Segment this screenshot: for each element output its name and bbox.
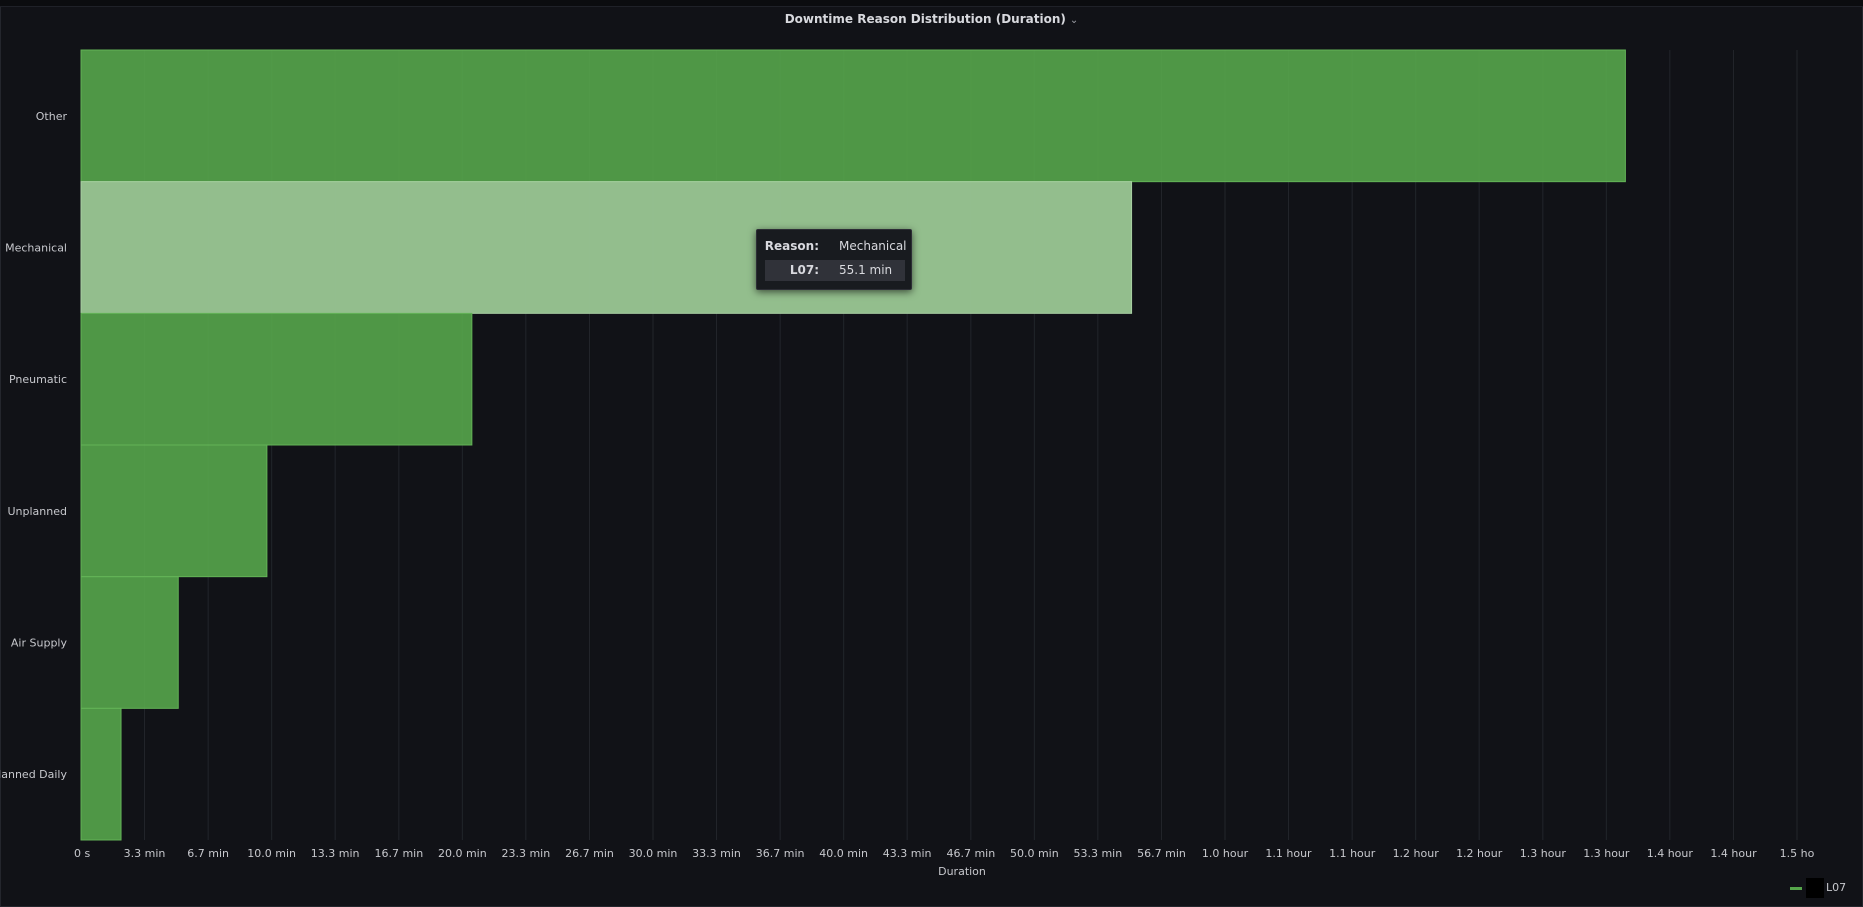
x-tick-labels: 0 s 3.3 min 6.7 min 10.0 min 13.3 min 16.7 mi… [74, 847, 1815, 860]
x-tick-label: 1.4 hour [1710, 847, 1757, 860]
x-tick-label: 6.7 min [187, 847, 229, 860]
x-tick-label: 30.0 min [629, 847, 678, 860]
x-tick-label: 46.7 min [946, 847, 995, 860]
legend-swatch [1790, 887, 1802, 890]
category-label: Pneumatic [9, 373, 67, 386]
bars [80, 49, 1626, 841]
x-tick-label: 53.3 min [1073, 847, 1122, 860]
x-tick-label: 1.3 hour [1583, 847, 1630, 860]
category-label: Mechanical [5, 242, 67, 255]
panel-title[interactable]: Downtime Reason Distribution (Duration) ⌄ [0, 12, 1863, 26]
x-tick-label: 1.5 ho [1780, 847, 1815, 860]
bar-planned-daily[interactable] [80, 707, 122, 841]
legend-color-box[interactable] [1806, 878, 1824, 898]
bar-other[interactable] [80, 49, 1626, 183]
tooltip-series-key: L07: [789, 263, 819, 277]
hover-tooltip: Reason: Mechanical L07: 55.1 min [756, 229, 912, 290]
x-tick-label: 1.3 hour [1520, 847, 1567, 860]
chevron-down-icon[interactable]: ⌄ [1069, 15, 1079, 26]
bar-mechanical[interactable] [80, 181, 1133, 314]
x-tick-label: 3.3 min [124, 847, 166, 860]
x-tick-label: 43.3 min [883, 847, 932, 860]
tooltip-series-value: 55.1 min [839, 263, 893, 277]
category-label: Air Supply [11, 637, 68, 650]
legend-label[interactable]: L07 [1826, 881, 1847, 894]
x-tick-label: 33.3 min [692, 847, 741, 860]
x-tick-label: 1.1 hour [1329, 847, 1376, 860]
x-tick-label: 50.0 min [1010, 847, 1059, 860]
tooltip-series-row: L07: 55.1 min [765, 260, 905, 281]
bar-unplanned[interactable] [80, 444, 268, 578]
category-label: Other [36, 110, 68, 123]
x-tick-label: 26.7 min [565, 847, 614, 860]
panel-top-bar [0, 0, 1863, 7]
category-labels: Other Mechanical Pneumatic Unplanned Air Sup… [0, 110, 67, 781]
tooltip-reason-key: Reason: [764, 239, 819, 253]
category-label: Unplanned [8, 505, 68, 518]
x-tick-label: 1.2 hour [1456, 847, 1503, 860]
tooltip-reason-value: Mechanical [839, 239, 907, 253]
x-tick-label: 0 s [74, 847, 90, 860]
x-tick-label: 1.0 hour [1202, 847, 1249, 860]
x-axis-label: Duration [938, 865, 986, 878]
bar-pneumatic[interactable] [80, 312, 473, 446]
x-tick-label: 10.0 min [247, 847, 296, 860]
x-tick-label: 36.7 min [756, 847, 805, 860]
x-tick-label: 16.7 min [374, 847, 423, 860]
x-tick-label: 40.0 min [819, 847, 868, 860]
panel-title-text: Downtime Reason Distribution (Duration) [784, 12, 1066, 26]
x-tick-label: 20.0 min [438, 847, 487, 860]
x-tick-label: 1.2 hour [1393, 847, 1440, 860]
x-tick-label: 56.7 min [1137, 847, 1186, 860]
tooltip-reason-row: Reason: Mechanical [764, 236, 907, 257]
x-tick-label: 1.1 hour [1265, 847, 1312, 860]
x-tick-label: 23.3 min [501, 847, 550, 860]
x-tick-label: 1.4 hour [1647, 847, 1694, 860]
x-tick-label: 13.3 min [311, 847, 360, 860]
category-label: Planned Daily [0, 768, 67, 781]
bar-air-supply[interactable] [80, 576, 179, 709]
